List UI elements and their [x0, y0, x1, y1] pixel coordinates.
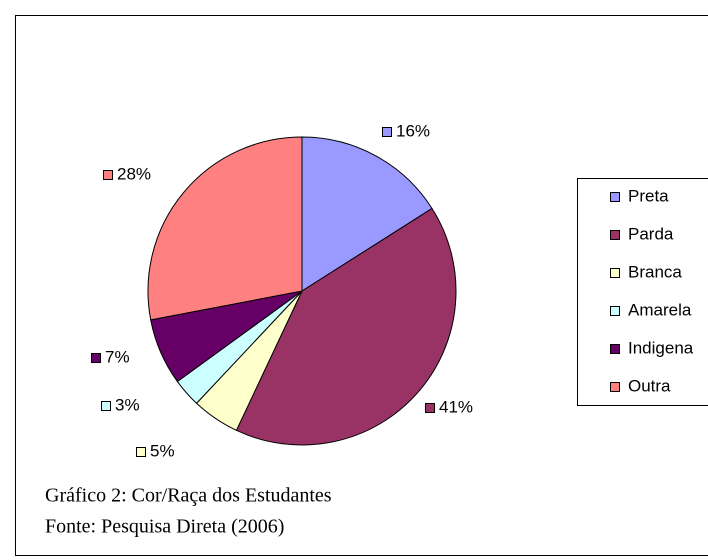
pie-slice: [147, 136, 303, 321]
data-label: 5%: [150, 441, 175, 460]
label-swatch: [382, 127, 392, 137]
legend-swatch: [610, 230, 620, 240]
label-swatch: [91, 353, 101, 363]
label-swatch: [425, 403, 435, 413]
data-label: 28%: [117, 164, 151, 183]
pie-slice: [301, 136, 433, 292]
caption: Fonte: Pesquisa Direta (2006): [45, 516, 284, 538]
legend-swatch: [610, 306, 620, 316]
pie-slice: [235, 207, 457, 446]
legend-label: Preta: [628, 186, 669, 205]
legend-swatch: [610, 192, 620, 202]
legend-label: Outra: [628, 376, 671, 395]
legend-label: Parda: [628, 224, 674, 243]
label-swatch: [103, 170, 113, 180]
legend-box: [577, 178, 708, 406]
data-label: 3%: [115, 395, 140, 414]
label-swatch: [136, 447, 146, 457]
legend-label: Branca: [628, 262, 682, 281]
label-swatch: [101, 401, 111, 411]
caption: Gráfico 2: Cor/Raça dos Estudantes: [45, 485, 332, 507]
legend-label: Amarela: [628, 300, 692, 319]
data-label: 7%: [105, 347, 130, 366]
legend-swatch: [610, 344, 620, 354]
data-label: 41%: [439, 397, 473, 416]
legend-swatch: [610, 382, 620, 392]
data-label: 16%: [396, 121, 430, 140]
legend-swatch: [610, 268, 620, 278]
legend-label: Indigena: [628, 338, 694, 357]
